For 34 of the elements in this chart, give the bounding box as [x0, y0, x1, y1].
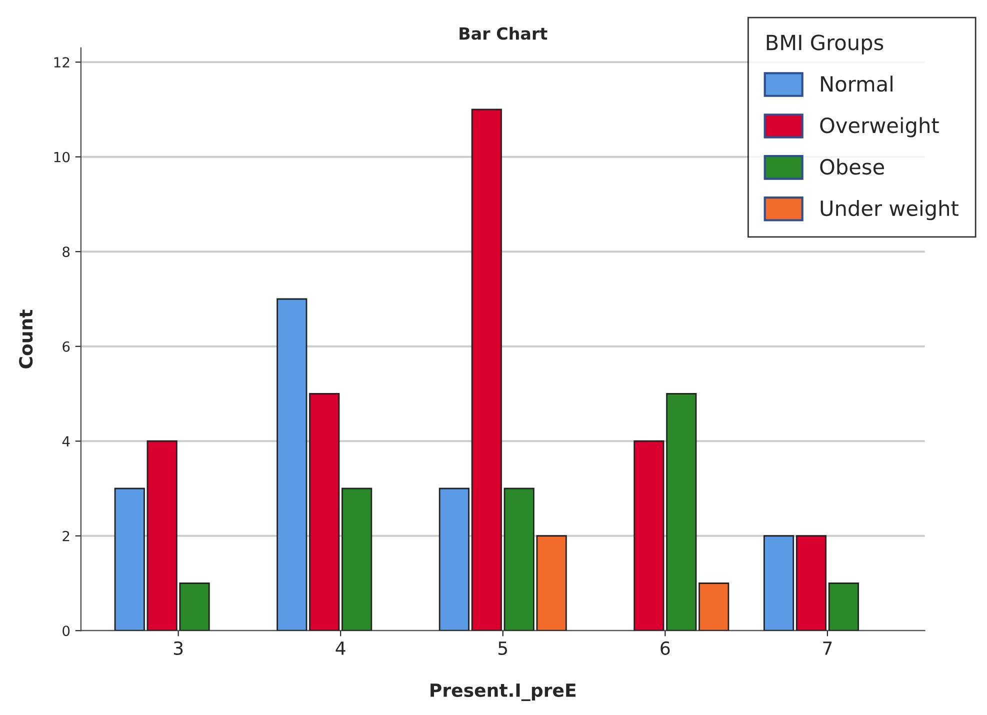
- y-tick-label: 8: [62, 246, 70, 258]
- x-tick-label: 6: [660, 641, 670, 656]
- y-tick-label: 4: [62, 436, 70, 446]
- bar: [536, 535, 567, 631]
- y-tick-label: 12: [54, 57, 70, 68]
- y-tick-label: 0: [62, 626, 70, 636]
- chart-title: Bar Chart: [460, 26, 548, 40]
- bar: [342, 488, 372, 631]
- bar: [698, 582, 730, 631]
- x-tick-label: 3: [174, 641, 183, 656]
- bar: [504, 488, 534, 631]
- legend-label: Overweight: [820, 117, 939, 138]
- legend-label: Obese: [820, 158, 884, 175]
- bar: [634, 440, 664, 631]
- x-tick-label: 7: [823, 642, 832, 655]
- y-tick-label: 10: [54, 152, 70, 162]
- bar: [828, 582, 859, 631]
- x-tick-label: 4: [336, 642, 346, 655]
- bar: [471, 108, 502, 631]
- bar: [309, 393, 340, 631]
- bar: [666, 393, 697, 631]
- legend-title: BMI Groups: [766, 34, 884, 54]
- legend-label: Under weight: [820, 200, 958, 220]
- y-tick-label: 2: [62, 530, 70, 542]
- bar: [114, 488, 145, 631]
- legend-label: Normal: [821, 76, 892, 92]
- y-axis-title: Count: [19, 310, 33, 368]
- bar: [438, 488, 470, 631]
- bar: [763, 535, 794, 631]
- bar: [276, 298, 308, 631]
- y-tick-label: 6: [62, 341, 70, 352]
- x-axis-title: Present.I_preE: [430, 684, 576, 701]
- x-tick-label: 5: [498, 642, 508, 656]
- bar: [796, 535, 827, 631]
